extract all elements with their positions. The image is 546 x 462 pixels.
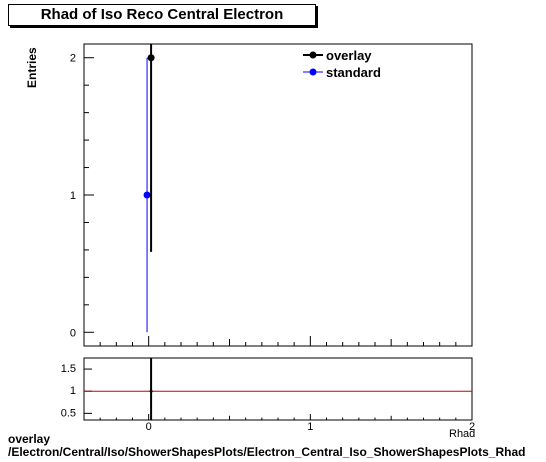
- main-plot-frame: [83, 43, 473, 347]
- chart-title: Rhad of Iso Reco Central Electron: [8, 4, 316, 26]
- standard-point: [143, 191, 151, 199]
- legend: overlay standard: [303, 48, 381, 80]
- y-tick-label: 2: [70, 53, 76, 65]
- overlay-point: [147, 54, 155, 62]
- ratio-y-tick-label: 1: [70, 385, 76, 397]
- ratio-plot-frame: [83, 357, 473, 421]
- ratio-y-tick-label: 0.5: [61, 407, 76, 419]
- ratio-point: [149, 389, 153, 393]
- ratio-plot-marks: [84, 358, 472, 420]
- x-tick-label: 1: [307, 421, 313, 433]
- legend-overlay-marker: [309, 51, 317, 59]
- ratio-axis-ticks: 0 1 2 0.5 1 1.5: [61, 363, 475, 433]
- legend-standard-marker: [309, 68, 317, 76]
- y-tick-label: 1: [70, 190, 76, 202]
- y-axis-label: Entries: [25, 47, 39, 88]
- footer-line-2: /Electron/Central/Iso/ShowerShapesPlots/…: [8, 445, 526, 459]
- x-tick-label: 2: [469, 421, 475, 433]
- y-tick-label: 0: [70, 327, 76, 339]
- main-plot-marks: [143, 44, 155, 333]
- footer-line-1: overlay: [8, 432, 51, 446]
- x-axis-label-fragment: Rhad: [449, 428, 475, 440]
- x-tick-label: 0: [146, 421, 152, 433]
- legend-standard-label: standard: [326, 65, 381, 80]
- main-axis-ticks: 0 1 2: [70, 53, 473, 346]
- legend-overlay-label: overlay: [326, 48, 372, 63]
- ratio-y-tick-label: 1.5: [61, 363, 76, 375]
